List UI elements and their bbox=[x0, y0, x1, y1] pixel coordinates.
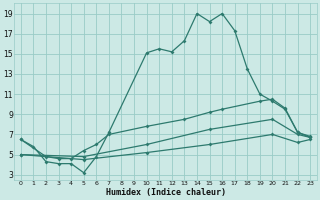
X-axis label: Humidex (Indice chaleur): Humidex (Indice chaleur) bbox=[106, 188, 226, 197]
